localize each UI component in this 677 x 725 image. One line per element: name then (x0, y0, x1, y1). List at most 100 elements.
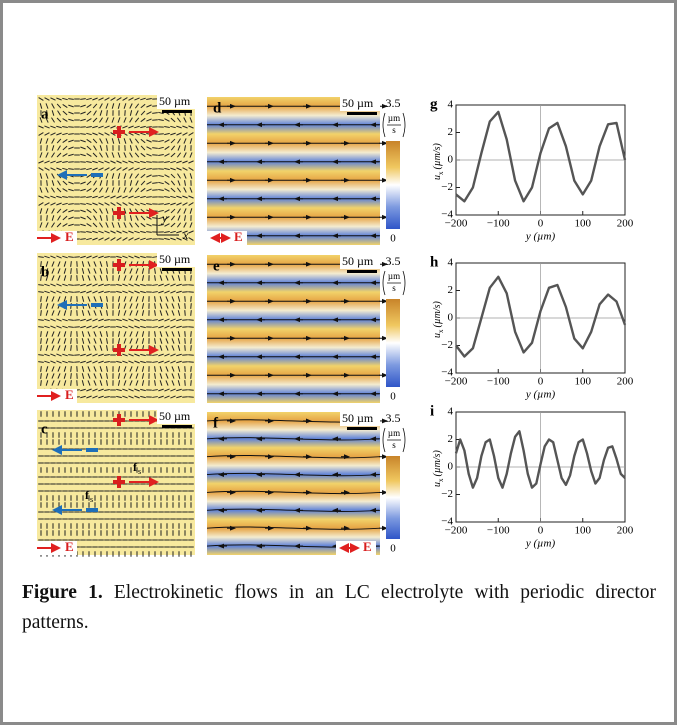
director (45, 103, 49, 109)
director (68, 319, 74, 321)
director (177, 366, 181, 372)
director (128, 395, 134, 399)
director (40, 338, 42, 344)
director (86, 395, 92, 399)
field-label: E (234, 229, 243, 244)
director (105, 117, 109, 123)
director (104, 396, 110, 398)
director (134, 173, 140, 179)
director (128, 255, 134, 259)
director (164, 290, 170, 294)
director (50, 360, 56, 364)
director (140, 290, 146, 294)
director (184, 380, 186, 386)
director (183, 152, 187, 158)
director (117, 275, 121, 281)
director (189, 117, 193, 123)
director (152, 284, 158, 286)
director (183, 208, 187, 214)
director (116, 167, 122, 171)
director (128, 353, 134, 357)
director (80, 360, 86, 364)
director (110, 195, 116, 199)
x-axis-label: y (µm) (525, 538, 556, 550)
director (111, 173, 115, 179)
director (44, 195, 50, 199)
director (117, 310, 121, 316)
director (86, 230, 92, 234)
x-tick-label: 0 (538, 376, 544, 388)
director (105, 208, 109, 214)
director (116, 318, 122, 322)
director (152, 147, 158, 149)
director (70, 275, 72, 281)
director (122, 202, 128, 206)
director (56, 97, 62, 101)
axes-icon (156, 215, 179, 236)
director (170, 222, 176, 228)
director (86, 237, 92, 241)
director (134, 318, 140, 322)
director (62, 318, 68, 322)
director (164, 146, 170, 150)
x-tick-label: 200 (617, 218, 634, 230)
director (56, 187, 62, 193)
director (158, 360, 164, 364)
director (80, 325, 86, 329)
director (189, 208, 193, 214)
director (116, 255, 122, 259)
director (134, 255, 140, 259)
director (38, 361, 44, 363)
y-tick-label: 2 (448, 284, 454, 296)
positive-charge (113, 259, 125, 271)
director (56, 325, 62, 329)
director (86, 174, 92, 178)
director (158, 111, 164, 115)
director (80, 161, 86, 163)
director (117, 117, 121, 123)
director (40, 331, 42, 337)
director (44, 132, 50, 136)
director (122, 125, 128, 129)
director (86, 353, 92, 357)
director (87, 338, 91, 344)
director (128, 230, 134, 234)
director (57, 215, 61, 221)
director (189, 152, 193, 158)
director (141, 338, 145, 344)
director (116, 360, 122, 364)
director (51, 296, 55, 302)
director (57, 345, 61, 351)
director (134, 103, 140, 109)
director (184, 310, 186, 316)
director (183, 173, 187, 179)
director (171, 338, 175, 344)
y-tick-label: −4 (441, 209, 453, 221)
director (81, 380, 85, 386)
director (159, 275, 163, 281)
director (123, 366, 127, 372)
colorbar-unit: µm (388, 113, 400, 123)
director (99, 152, 103, 158)
director (93, 110, 97, 116)
director (184, 366, 186, 372)
director (50, 283, 56, 287)
director (51, 338, 55, 344)
director (63, 275, 67, 281)
director (152, 175, 158, 177)
director (51, 303, 55, 309)
director (116, 230, 122, 234)
director (164, 360, 170, 364)
scale-label: 50 µm (159, 409, 191, 423)
director (93, 261, 97, 267)
director (68, 216, 74, 220)
director (117, 373, 121, 379)
director (104, 202, 110, 206)
director (190, 338, 192, 344)
director (177, 345, 181, 351)
director (170, 145, 176, 151)
director (92, 318, 98, 322)
director (93, 338, 97, 344)
director (57, 380, 61, 386)
director (45, 138, 49, 144)
